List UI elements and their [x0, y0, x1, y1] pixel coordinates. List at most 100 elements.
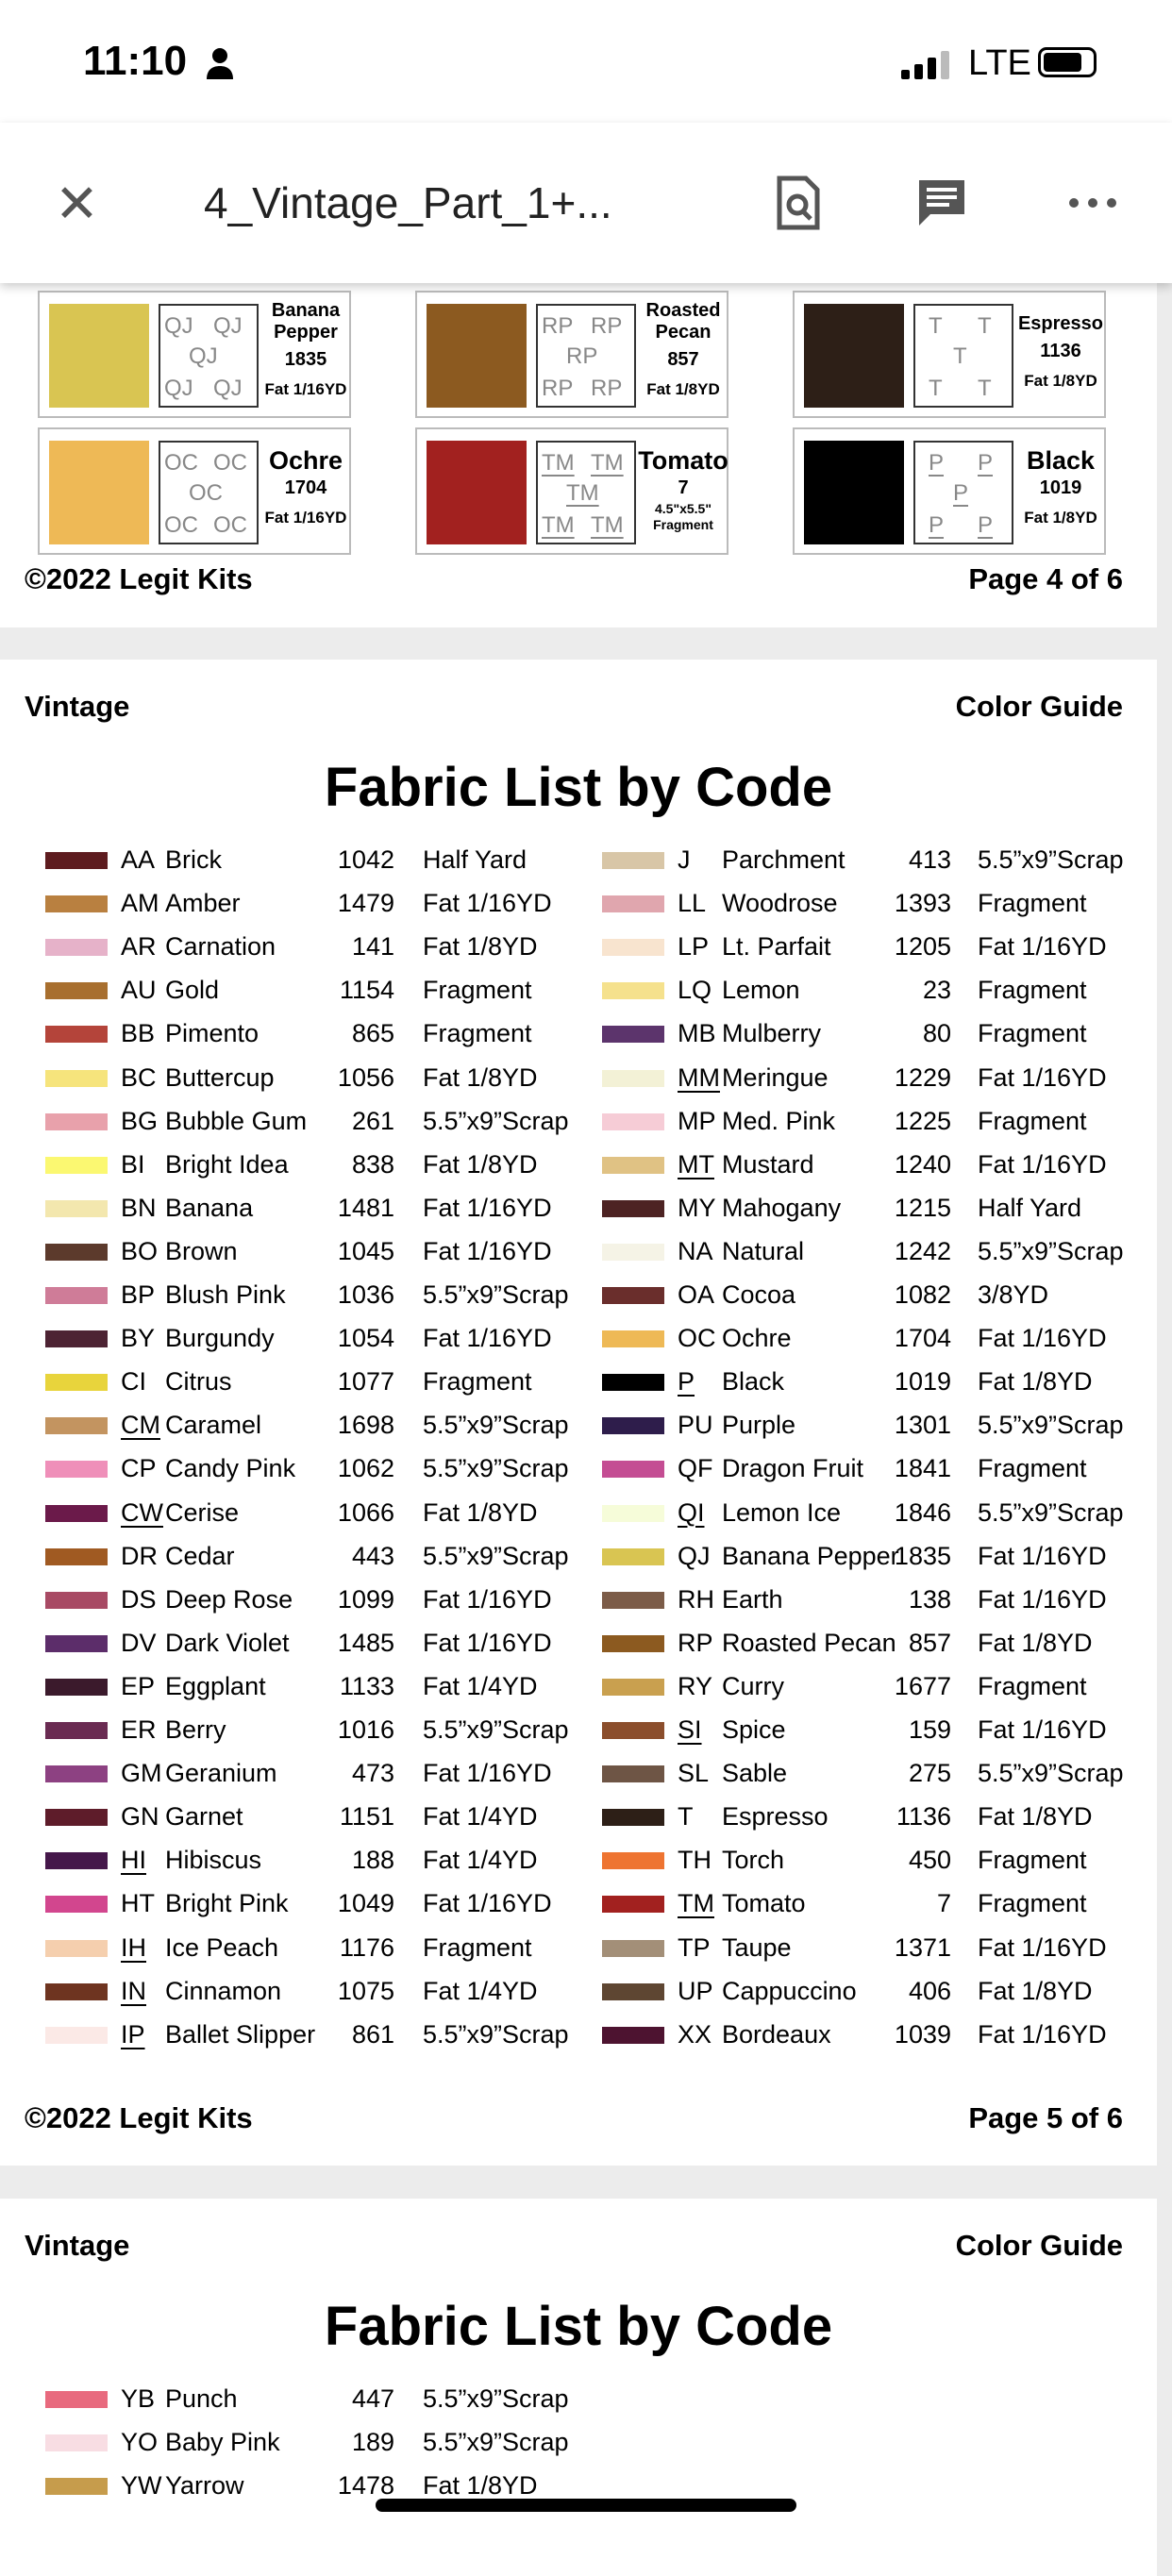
fabric-size: Fat 1/16YD — [264, 380, 347, 398]
comment-icon[interactable] — [915, 175, 968, 231]
fabric-size: Fragment — [978, 1454, 1087, 1483]
fabric-name: Tomato — [638, 446, 728, 475]
fabric-code: GM — [121, 1759, 162, 1788]
fabric-code: IH — [121, 1932, 146, 1962]
color-swatch — [45, 1243, 108, 1261]
search-document-icon[interactable] — [772, 175, 825, 231]
fabric-name: Ice Peach — [165, 1932, 279, 1962]
fabric-number: 1019 — [894, 1367, 951, 1397]
color-swatch — [45, 1722, 108, 1739]
fabric-code: BO — [121, 1236, 159, 1265]
code-label: P — [929, 450, 945, 476]
fabric-size: 5.5”x9”Scrap — [978, 1759, 1124, 1788]
color-swatch — [45, 2434, 108, 2452]
fabric-number: 159 — [908, 1715, 951, 1744]
close-icon[interactable]: ✕ — [55, 174, 99, 233]
fabric-code: AA — [121, 845, 156, 874]
home-indicator[interactable] — [376, 2499, 796, 2512]
fabric-code: PU — [678, 1411, 713, 1440]
color-swatch — [602, 1330, 664, 1348]
fabric-size: Fragment — [978, 976, 1087, 1005]
fabric-size: 5.5”x9”Scrap — [423, 1106, 569, 1135]
color-swatch — [602, 1156, 664, 1174]
page-header-left: Vintage — [25, 2229, 130, 2262]
fabric-name: Bright Idea — [165, 1149, 289, 1179]
fabric-number: 80 — [922, 1019, 951, 1048]
fabric-number: 138 — [908, 1584, 951, 1614]
fabric-size: 5.5”x9”Scrap — [423, 1454, 569, 1483]
color-swatch — [602, 1591, 664, 1609]
color-swatch — [45, 1765, 108, 1783]
fabric-code: YW — [121, 2471, 162, 2501]
more-icon[interactable] — [1066, 175, 1119, 231]
fabric-number: 1056 — [337, 1062, 394, 1092]
fabric-code: RP — [678, 1628, 713, 1657]
fabric-number: 857 — [667, 349, 699, 370]
fabric-name: Carnation — [165, 932, 276, 962]
fabric-size: Fat 1/8YD — [978, 1367, 1093, 1397]
color-swatch — [45, 2391, 108, 2408]
code-label: QJ — [189, 343, 218, 369]
fabric-number: 1240 — [894, 1149, 951, 1179]
fabric-size: Fat 1/8YD — [1024, 372, 1097, 390]
code-label: RP — [591, 313, 623, 339]
fabric-info: Black 1019 Fat 1/8YD — [1015, 437, 1106, 528]
color-swatch — [45, 2478, 108, 2496]
color-swatch — [45, 895, 108, 913]
color-swatch — [45, 1069, 108, 1087]
fabric-name: Pimento — [165, 1019, 260, 1048]
fabric-size: Fragment — [423, 1019, 532, 1048]
fabric-size: Fragment — [978, 1019, 1087, 1048]
color-swatch — [45, 1547, 108, 1565]
fabric-number: 861 — [351, 2019, 394, 2049]
code-label: P — [978, 450, 994, 476]
fabric-size: Half Yard — [423, 845, 527, 874]
fabric-name: Cerise — [165, 1497, 240, 1527]
fabric-name: Mulberry — [722, 1019, 822, 1048]
fabric-size: Fat 1/8YD — [423, 1149, 538, 1179]
copyright: ©2022 Legit Kits — [25, 562, 253, 595]
status-bar: 11:10 LTE — [0, 0, 1172, 123]
fabric-code: T — [678, 1802, 694, 1832]
color-swatch — [45, 1374, 108, 1392]
color-swatch — [45, 1112, 108, 1130]
fabric-code: LQ — [678, 976, 712, 1005]
fabric-size: Fat 1/8YD — [423, 1062, 538, 1092]
page-title: Fabric List by Code — [324, 2296, 833, 2357]
code-label: RP — [542, 376, 574, 401]
fabric-name: Ochre — [722, 1324, 792, 1353]
color-swatch — [602, 1722, 664, 1739]
page-number: Page 4 of 6 — [968, 562, 1123, 595]
fabric-size: Fat 1/16YD — [423, 1584, 552, 1614]
fabric-number: 141 — [351, 932, 394, 962]
fabric-size: Fat 1/4YD — [423, 1846, 538, 1875]
fabric-size: 5.5”x9”Scrap — [978, 1236, 1124, 1265]
fabric-name: Cedar — [165, 1541, 235, 1570]
color-swatch — [602, 1461, 664, 1479]
code-label: OC — [189, 480, 223, 506]
fabric-number: 1479 — [337, 889, 394, 918]
fabric-code: MM — [678, 1062, 720, 1092]
fabric-info: Banana Pepper 1835 Fat 1/16YD — [260, 300, 351, 400]
fabric-code: AU — [121, 976, 157, 1005]
fabric-size: Fat 1/16YD — [978, 1149, 1107, 1179]
fabric-name: Curry — [722, 1671, 784, 1700]
fabric-code: AM — [121, 889, 159, 918]
fabric-size: 5.5”x9”Scrap — [978, 845, 1124, 874]
code-label: T — [929, 313, 943, 339]
fabric-code: DS — [121, 1584, 157, 1614]
color-swatch — [45, 1026, 108, 1044]
fabric-size: Fragment — [423, 1367, 532, 1397]
fabric-card: RP RP RP RP RP Roasted Pecan 857 Fat 1/8YD — [415, 291, 728, 418]
fabric-code: CP — [121, 1454, 157, 1483]
color-swatch — [45, 1461, 108, 1479]
color-swatch — [602, 1765, 664, 1783]
fabric-number: 443 — [351, 1541, 394, 1570]
fabric-code: P — [678, 1367, 695, 1397]
fabric-card: T T T T T Espresso 1136 Fat 1/8YD — [793, 291, 1106, 418]
fabric-number: 7 — [936, 1889, 951, 1918]
fabric-name: Dragon Fruit — [722, 1454, 864, 1483]
fabric-name: Med. Pink — [722, 1106, 836, 1135]
fabric-number: 189 — [351, 2428, 394, 2457]
